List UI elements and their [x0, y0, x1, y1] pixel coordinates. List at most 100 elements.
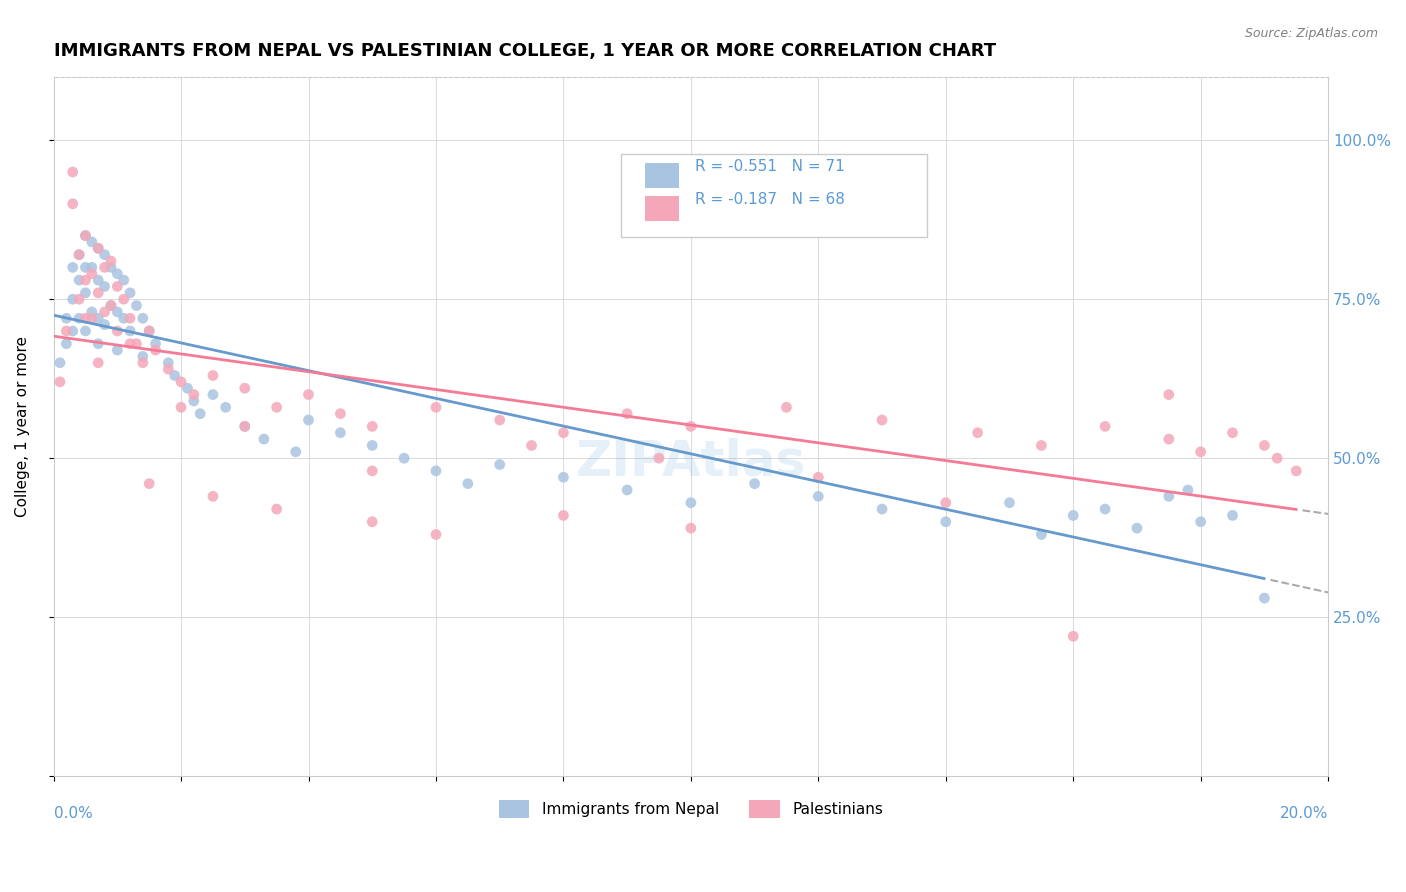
Point [132, 350, 155, 364]
Point [1285, 464, 1308, 478]
Point [679, 419, 702, 434]
Point [75, 228, 97, 243]
Point [49, 375, 72, 389]
Point [425, 401, 447, 415]
Point [201, 368, 224, 383]
Point [361, 419, 384, 434]
Point [266, 401, 288, 415]
Point [361, 464, 384, 478]
Point [1031, 438, 1053, 452]
Point [520, 438, 543, 452]
Point [233, 419, 256, 434]
Point [1094, 419, 1116, 434]
Point [966, 425, 988, 440]
Point [105, 267, 128, 281]
Point [87, 241, 110, 255]
Point [163, 368, 186, 383]
Point [120, 336, 142, 351]
Text: ZIPAtlas: ZIPAtlas [575, 437, 806, 485]
Point [392, 451, 415, 466]
Point [87, 285, 110, 300]
Point [935, 496, 957, 510]
Point [998, 496, 1021, 510]
Point [775, 401, 797, 415]
Point [105, 305, 128, 319]
Point [425, 464, 447, 478]
Text: R = -0.551   N = 71: R = -0.551 N = 71 [695, 159, 845, 174]
Point [170, 401, 193, 415]
Point [93, 279, 115, 293]
Point [67, 292, 90, 306]
Point [1265, 451, 1288, 466]
Point [201, 489, 224, 503]
Point [67, 311, 90, 326]
Point [93, 305, 115, 319]
Point [188, 407, 211, 421]
Point [870, 502, 893, 516]
Point [176, 381, 198, 395]
Point [132, 356, 155, 370]
Point [284, 445, 307, 459]
Point [87, 336, 110, 351]
Point [253, 432, 276, 446]
Point [100, 299, 122, 313]
Point [297, 413, 319, 427]
Point [87, 241, 110, 255]
Point [1253, 438, 1275, 452]
Point [361, 438, 384, 452]
Point [201, 387, 224, 401]
Point [112, 311, 135, 326]
Point [125, 299, 148, 313]
Point [297, 387, 319, 401]
Point [100, 260, 122, 275]
Point [75, 260, 97, 275]
Point [80, 311, 103, 326]
Point [138, 324, 160, 338]
Point [75, 285, 97, 300]
Text: 0.0%: 0.0% [53, 806, 93, 822]
Point [112, 273, 135, 287]
Point [62, 292, 84, 306]
Text: Source: ZipAtlas.com: Source: ZipAtlas.com [1244, 27, 1378, 40]
Point [80, 305, 103, 319]
Point [1189, 515, 1212, 529]
Point [1062, 508, 1084, 523]
Point [1094, 502, 1116, 516]
Point [100, 299, 122, 313]
Point [183, 387, 205, 401]
Text: IMMIGRANTS FROM NEPAL VS PALESTINIAN COLLEGE, 1 YEAR OR MORE CORRELATION CHART: IMMIGRANTS FROM NEPAL VS PALESTINIAN COL… [53, 42, 995, 60]
Point [112, 292, 135, 306]
Point [488, 458, 510, 472]
Point [93, 248, 115, 262]
Point [616, 483, 638, 497]
Point [75, 273, 97, 287]
Text: R = -0.187   N = 68: R = -0.187 N = 68 [695, 192, 845, 207]
Point [870, 413, 893, 427]
Point [170, 375, 193, 389]
Point [1031, 527, 1053, 541]
Point [1177, 483, 1199, 497]
Point [807, 489, 830, 503]
Point [49, 356, 72, 370]
Point [125, 336, 148, 351]
Point [425, 527, 447, 541]
Point [80, 267, 103, 281]
Point [1157, 432, 1180, 446]
Point [138, 476, 160, 491]
Point [266, 502, 288, 516]
Point [87, 311, 110, 326]
Point [93, 260, 115, 275]
Point [132, 311, 155, 326]
Point [80, 235, 103, 249]
Text: 20.0%: 20.0% [1279, 806, 1329, 822]
FancyBboxPatch shape [645, 196, 679, 220]
Point [553, 470, 575, 484]
Point [62, 196, 84, 211]
Legend: Immigrants from Nepal, Palestinians: Immigrants from Nepal, Palestinians [492, 794, 889, 824]
Point [100, 254, 122, 268]
Y-axis label: College, 1 year or more: College, 1 year or more [15, 336, 30, 516]
Point [215, 401, 238, 415]
Point [105, 279, 128, 293]
Point [75, 311, 97, 326]
Point [138, 324, 160, 338]
